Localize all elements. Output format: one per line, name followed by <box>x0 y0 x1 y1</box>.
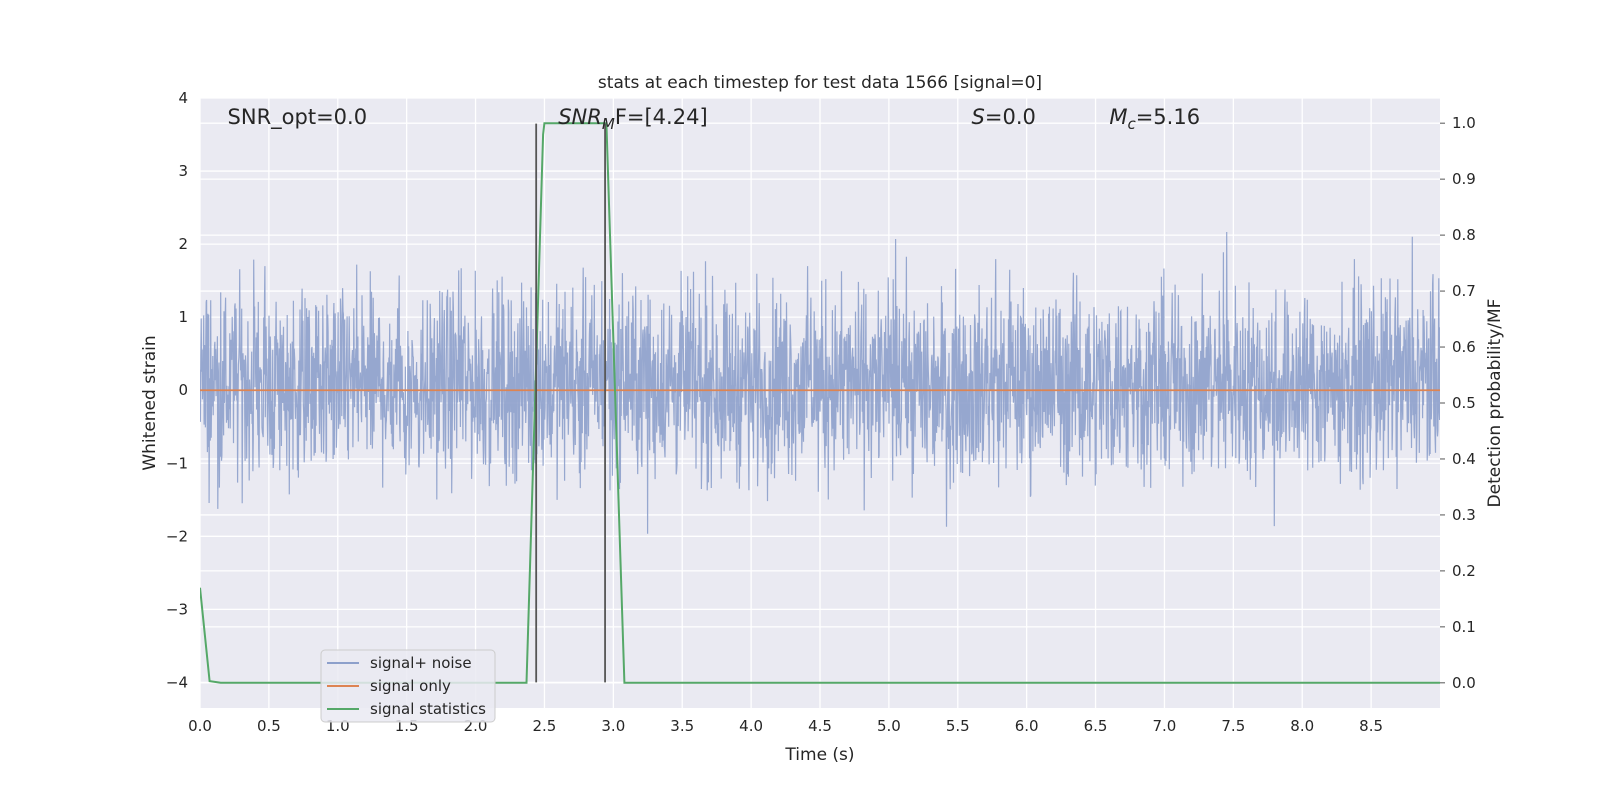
annotation-mc-val: Mc=5.16 <box>1109 105 1200 133</box>
series-signal-noise-line <box>200 231 1440 534</box>
legend-label-signal-noise: signal+ noise <box>370 654 472 672</box>
series-signal-statistics-line <box>200 122 1440 684</box>
y-tick-label-left: −3 <box>166 600 188 618</box>
signal-noise-series <box>200 231 1440 534</box>
x-tick-label: 8.5 <box>1359 717 1383 735</box>
annotation-snr-opt: SNR_opt=0.0 <box>228 105 368 130</box>
y-tick-label-left: 1 <box>178 308 188 326</box>
y-tick-label-left: 0 <box>178 381 188 399</box>
x-tick-label: 6.0 <box>1015 717 1039 735</box>
x-tick-label: 3.0 <box>601 717 625 735</box>
chart-title: stats at each timestep for test data 156… <box>598 73 1042 93</box>
x-tick-label: 8.0 <box>1290 717 1314 735</box>
x-tick-label: 2.5 <box>533 717 557 735</box>
x-tick-label: 0.0 <box>188 717 212 735</box>
y-tick-label-right: 0.6 <box>1452 338 1476 356</box>
y-tick-label-right: 0.1 <box>1452 618 1476 636</box>
y-tick-label-left: −2 <box>166 527 188 545</box>
x-tick-label: 5.0 <box>877 717 901 735</box>
legend: signal+ noise signal only signal statist… <box>320 649 496 723</box>
y-tick-label-right: 0.5 <box>1452 394 1476 412</box>
legend-label-signal-statistics: signal statistics <box>370 700 486 718</box>
y-tick-label-right: 0.0 <box>1452 674 1476 692</box>
vertical-markers <box>535 123 606 683</box>
x-axis-label: Time (s) <box>784 745 854 765</box>
y-tick-label-left: 2 <box>178 235 188 253</box>
x-tick-label: 7.5 <box>1221 717 1245 735</box>
y-tick-label-right: 0.8 <box>1452 226 1476 244</box>
y-tick-label-left: 4 <box>178 89 188 107</box>
y-tick-label-right: 0.3 <box>1452 506 1476 524</box>
y-tick-label-right: 0.7 <box>1452 282 1476 300</box>
series-layer <box>200 122 1440 684</box>
x-tick-label: 4.5 <box>808 717 832 735</box>
x-tick-label: 5.5 <box>946 717 970 735</box>
y-tick-label-left: 3 <box>178 162 188 180</box>
ticks: 0.0 0.5 1.0 1.5 2.0 2.5 3.0 3.5 4.0 4.5 5.0 5.5 6.0 6… <box>166 89 1476 735</box>
y-tick-label-right: 0.9 <box>1452 170 1476 188</box>
x-tick-label: 6.5 <box>1084 717 1108 735</box>
x-tick-label: 4.0 <box>739 717 763 735</box>
y-axis-label-right: Detection probability/MF <box>1485 299 1505 508</box>
y-tick-label-right: 0.2 <box>1452 562 1476 580</box>
annotation-snr-mf: SNRMF=[4.24] <box>558 105 707 133</box>
y-tick-label-left: −1 <box>166 454 188 472</box>
y-tick-label-left: −4 <box>166 673 188 691</box>
y-tick-label-right: 0.4 <box>1452 450 1476 468</box>
x-tick-label: 0.5 <box>257 717 281 735</box>
legend-box <box>320 649 496 723</box>
annotation-s-val: S=0.0 <box>972 105 1036 129</box>
y-axis-label-left: Whitened strain <box>140 335 160 470</box>
x-tick-label: 3.5 <box>670 717 694 735</box>
y-tick-label-right: 1.0 <box>1452 114 1476 132</box>
annotations: SNR_opt=0.0 SNRMF=[4.24] S=0.0 Mc=5.16 <box>228 105 1201 133</box>
x-tick-label: 7.0 <box>1153 717 1177 735</box>
legend-label-signal-only: signal only <box>370 677 451 695</box>
